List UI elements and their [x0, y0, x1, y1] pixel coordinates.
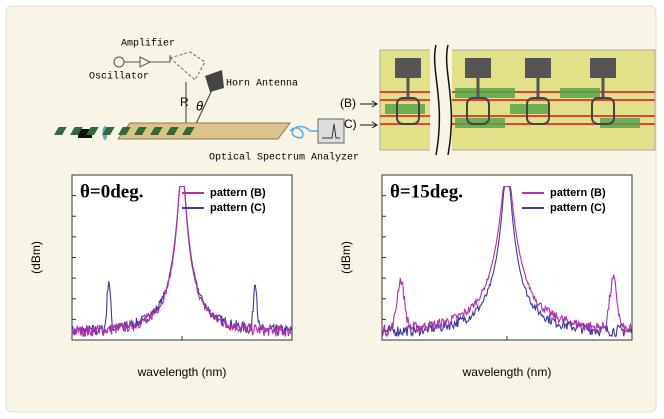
break-gap [430, 48, 452, 152]
antenna-patch [525, 58, 551, 78]
page: {"setup": {"amplifier": "Amplifier", "os… [0, 0, 664, 419]
horn-antenna-label: Horn Antenna [226, 79, 298, 90]
legend-label: pattern (C) [210, 202, 266, 214]
r-label: R [180, 95, 189, 109]
antenna-patch [590, 58, 616, 78]
x-axis-label: wavelength (nm) [137, 365, 227, 379]
legend-label: pattern (C) [550, 202, 606, 214]
body: Amplifier Oscillator Horn Antenna R θ Op… [0, 0, 664, 419]
antenna-patch [395, 58, 421, 78]
figure: Amplifier Oscillator Horn Antenna R θ Op… [0, 0, 664, 419]
y-axis-label: (dBm) [339, 241, 353, 274]
y-axis-label: (dBm) [29, 241, 43, 274]
x-axis-label: wavelength (nm) [462, 365, 552, 379]
spectrum-analyzer [318, 119, 344, 143]
pattern-b-label: (B) [340, 96, 356, 110]
oscillator-label: Oscillator [89, 71, 149, 83]
electrode-pad [455, 88, 515, 98]
analyzer-label: Optical Spectrum Analyzer [209, 152, 359, 164]
electrode-pad [510, 104, 550, 114]
electrode-pad [560, 88, 600, 98]
panel-title: θ=0deg. [80, 181, 144, 202]
antenna-patch [465, 58, 491, 78]
legend-label: pattern (B) [210, 187, 266, 199]
panel-title: θ=15deg. [390, 181, 463, 202]
legend-label: pattern (B) [550, 187, 606, 199]
amplifier-label: Amplifier [121, 38, 175, 50]
